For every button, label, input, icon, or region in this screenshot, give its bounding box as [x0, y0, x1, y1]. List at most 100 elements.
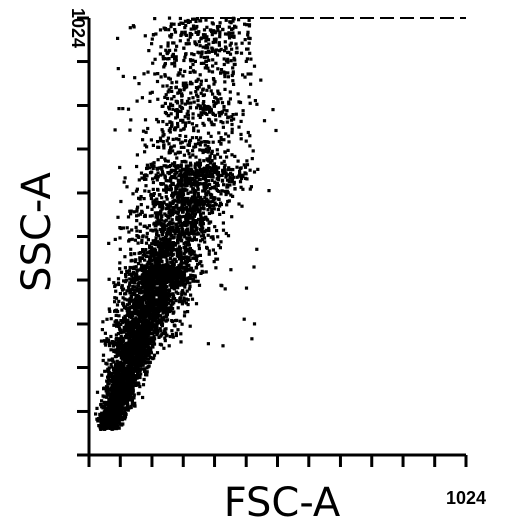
data-point — [107, 277, 111, 281]
data-point — [224, 174, 228, 178]
data-point — [229, 31, 233, 35]
data-point — [155, 351, 160, 355]
data-point — [206, 131, 211, 135]
data-point — [167, 105, 171, 109]
data-point — [190, 122, 194, 126]
data-point — [158, 342, 162, 346]
data-point — [131, 375, 135, 379]
data-point — [170, 218, 174, 222]
data-point — [170, 319, 174, 323]
data-point — [149, 193, 153, 197]
data-point — [164, 309, 168, 313]
data-point — [183, 26, 187, 30]
data-point — [174, 109, 178, 113]
data-point — [127, 344, 132, 348]
data-point — [170, 333, 175, 337]
data-point — [144, 323, 148, 327]
data-point — [157, 287, 161, 292]
data-point — [189, 190, 193, 194]
data-point — [138, 373, 142, 377]
data-point — [134, 294, 138, 298]
data-point — [209, 166, 213, 170]
data-point — [222, 165, 227, 169]
data-point — [155, 251, 159, 255]
data-point — [130, 287, 134, 291]
data-point — [178, 68, 183, 72]
data-point — [181, 233, 185, 237]
data-point — [168, 279, 172, 283]
data-point — [223, 73, 227, 77]
data-point — [148, 360, 152, 364]
data-point — [216, 166, 221, 170]
data-point — [123, 327, 127, 332]
data-point — [106, 423, 110, 427]
data-point — [205, 35, 209, 39]
data-point — [108, 378, 112, 382]
data-point — [141, 299, 145, 303]
data-point — [201, 233, 206, 237]
data-point — [206, 38, 211, 42]
data-point — [173, 232, 177, 236]
data-point — [132, 210, 136, 214]
data-point — [107, 341, 111, 345]
data-point — [189, 273, 193, 277]
data-point — [245, 57, 249, 61]
data-point — [174, 259, 178, 264]
data-point — [171, 206, 175, 210]
data-point — [218, 92, 222, 96]
data-point — [176, 306, 180, 310]
data-point — [191, 187, 196, 191]
data-point — [184, 184, 188, 188]
data-point — [115, 366, 119, 370]
data-point — [128, 325, 132, 329]
data-point — [187, 208, 191, 212]
data-point — [181, 81, 185, 85]
data-point — [217, 43, 221, 47]
data-point — [191, 96, 195, 100]
data-point — [166, 44, 170, 48]
data-point — [179, 165, 183, 169]
data-point — [133, 335, 137, 339]
data-point — [152, 334, 156, 338]
data-point — [127, 299, 131, 303]
data-point — [161, 54, 165, 59]
data-point — [183, 203, 187, 207]
data-point — [173, 324, 177, 328]
data-point — [130, 321, 134, 325]
data-point — [155, 117, 159, 122]
data-point — [221, 27, 225, 31]
data-point — [122, 320, 126, 324]
data-point — [148, 91, 152, 95]
data-point — [161, 289, 165, 293]
data-point — [151, 251, 155, 255]
data-point — [111, 402, 115, 406]
data-point — [210, 173, 214, 177]
data-point — [149, 228, 153, 232]
data-point — [130, 305, 134, 309]
data-point — [138, 327, 142, 331]
data-point — [126, 396, 130, 400]
data-point — [166, 227, 170, 231]
data-point — [163, 176, 167, 180]
data-point — [221, 228, 226, 232]
data-point — [210, 149, 214, 153]
data-point — [186, 243, 190, 247]
data-point — [255, 102, 259, 106]
data-point — [105, 392, 109, 396]
data-point — [133, 404, 137, 408]
data-point — [167, 128, 171, 132]
data-point — [230, 34, 234, 39]
data-point — [135, 276, 139, 280]
data-point — [174, 176, 178, 180]
data-point — [175, 109, 179, 113]
data-point — [137, 296, 141, 300]
data-point — [120, 288, 125, 292]
data-point — [151, 177, 155, 181]
data-point — [163, 275, 167, 279]
data-point — [192, 27, 196, 31]
data-point — [181, 223, 185, 227]
data-point — [151, 143, 155, 147]
data-point — [147, 315, 151, 319]
data-point — [158, 201, 162, 205]
data-point — [141, 129, 146, 133]
